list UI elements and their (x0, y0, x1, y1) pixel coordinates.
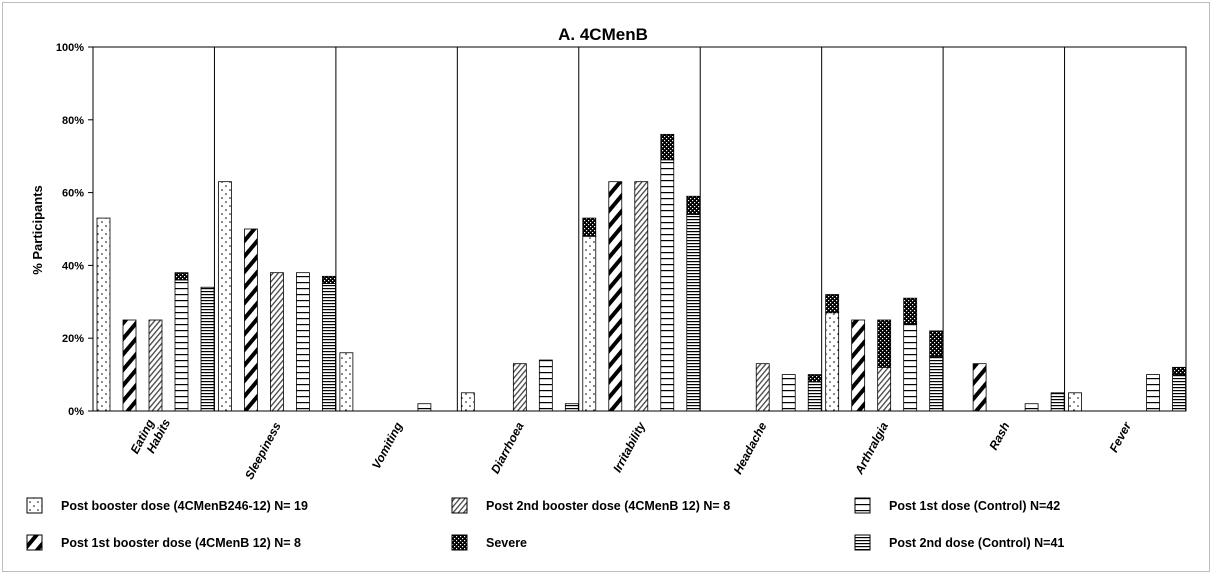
bar (877, 366, 892, 412)
bar (564, 403, 579, 412)
category-label: Headache (731, 420, 770, 477)
y-tick-label: 100% (56, 42, 84, 54)
legend-item: Post 1st dose (Control) N=42 (854, 497, 1060, 514)
bar (460, 392, 475, 412)
y-tick-label: 60% (62, 188, 84, 200)
bar-severe-segment (660, 133, 675, 161)
bar (218, 181, 232, 412)
legend-swatch (26, 534, 43, 551)
legend-label: Post 1st booster dose (4CMenB 12) N= 8 (61, 536, 301, 550)
bar (270, 272, 284, 412)
y-axis-label: % Participants (30, 185, 45, 275)
legend-item: Severe (451, 534, 527, 551)
legend-item: Post 2nd dose (Control) N=41 (854, 534, 1064, 551)
bar (1172, 374, 1186, 412)
category-label: Rash (986, 420, 1012, 452)
bar (660, 159, 675, 412)
legend-swatch (451, 497, 468, 514)
bar (1146, 374, 1160, 412)
bar-severe-segment (174, 272, 189, 281)
plot-area-border (92, 46, 1187, 412)
bar-severe-segment (686, 195, 701, 215)
bar-severe-segment (1172, 366, 1186, 376)
bar (322, 283, 336, 412)
category-label: Fever (1107, 419, 1135, 455)
y-tick-label: 40% (62, 260, 84, 272)
bar (122, 319, 137, 412)
bar (686, 214, 701, 412)
legend-swatch (854, 534, 871, 551)
bar (339, 352, 354, 412)
bar-severe-segment (825, 294, 840, 314)
legend-item: Post booster dose (4CMenB246-12) N= 19 (26, 497, 308, 514)
legend-item: Post 2nd booster dose (4CMenB 12) N= 8 (451, 497, 730, 514)
bar (538, 359, 553, 412)
bar (148, 319, 163, 412)
y-tick-label: 0% (68, 406, 84, 418)
bar-severe-segment (322, 275, 336, 285)
category-label: Arthralgia (852, 420, 892, 478)
bar (582, 235, 597, 412)
legend-swatch (854, 497, 871, 514)
bar (781, 374, 796, 412)
bar (608, 181, 623, 412)
legend-swatch (26, 497, 43, 514)
legend-label: Post booster dose (4CMenB246-12) N= 19 (61, 499, 308, 513)
bar (755, 363, 770, 412)
bar (200, 286, 215, 412)
bar-severe-segment (903, 297, 918, 325)
category-label: Diarrhoea (488, 420, 527, 476)
bar (244, 228, 258, 412)
bar (825, 312, 840, 412)
bar (1050, 392, 1065, 412)
chart-title: A. 4CMenB (558, 25, 648, 44)
bar-severe-segment (877, 319, 892, 368)
bar (929, 355, 944, 412)
legend-label: Severe (486, 536, 527, 550)
category-label: Vomiting (369, 419, 406, 471)
category-label: Irritability (610, 419, 649, 475)
legend-label: Post 2nd dose (Control) N=41 (889, 536, 1064, 550)
bar (851, 319, 866, 412)
bar (1068, 392, 1082, 412)
y-tick-label: 80% (62, 115, 84, 127)
bar (807, 381, 822, 412)
y-tick-label: 20% (62, 333, 84, 345)
bar-severe-segment (582, 217, 597, 237)
legend-swatch (451, 534, 468, 551)
bar-severe-segment (929, 330, 944, 357)
bar (174, 279, 189, 412)
category-label: EatingHabits (127, 410, 173, 463)
bar (1024, 403, 1039, 412)
category-label: Sleepiness (242, 420, 284, 482)
bar (417, 403, 432, 412)
bar-severe-segment (807, 374, 822, 383)
bar (512, 363, 527, 412)
bar (96, 217, 111, 412)
legend-label: Post 1st dose (Control) N=42 (889, 499, 1060, 513)
legend-item: Post 1st booster dose (4CMenB 12) N= 8 (26, 534, 301, 551)
legend-label: Post 2nd booster dose (4CMenB 12) N= 8 (486, 499, 730, 513)
bar (972, 363, 987, 412)
bar (903, 323, 918, 412)
bar (634, 181, 649, 412)
bar (296, 272, 310, 412)
